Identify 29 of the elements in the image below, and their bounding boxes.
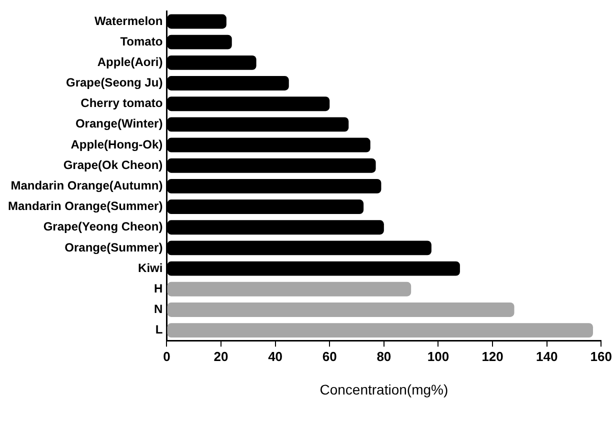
- y-tick-label: Tomato: [120, 34, 163, 48]
- y-tick-label: Kiwi: [138, 260, 163, 275]
- y-tick-label: Mandarin Orange(Autumn): [10, 178, 163, 193]
- y-tick-label: Orange(Summer): [64, 240, 163, 254]
- y-tick-label: Grape(Seong Ju): [66, 76, 163, 90]
- x-tick-label: 120: [482, 348, 504, 364]
- y-tick-label: Orange(Winter): [75, 116, 163, 131]
- x-axis-title: Concentration(mg%): [320, 381, 448, 398]
- y-tick-label: H: [154, 281, 163, 296]
- y-tick-label: Grape(Ok Cheon): [63, 158, 163, 172]
- x-tick-label: 60: [322, 348, 337, 364]
- y-tick-label: Cherry tomato: [80, 96, 163, 110]
- x-tick-label: 40: [268, 348, 283, 364]
- y-tick-label: Grape(Yeong Cheon): [43, 220, 163, 234]
- x-tick-label: 160: [590, 348, 612, 364]
- x-tick-label: 100: [427, 348, 450, 364]
- x-tick-label: 140: [536, 348, 558, 364]
- x-tick-label: 20: [214, 348, 228, 364]
- bar: [167, 302, 514, 317]
- y-tick-label: Watermelon: [94, 14, 163, 28]
- y-tick-label: Mandarin Orange(Summer): [8, 199, 163, 214]
- bar: [167, 282, 412, 296]
- x-tick-label: 0: [163, 348, 170, 364]
- y-tick-label: N: [154, 302, 163, 316]
- y-tick-label: Apple(Hong-Ok): [70, 137, 163, 152]
- y-tick-label: Apple(Aori): [97, 54, 163, 69]
- y-tick-label: L: [155, 322, 163, 337]
- x-tick-label: 80: [376, 348, 392, 364]
- bar: [167, 323, 594, 338]
